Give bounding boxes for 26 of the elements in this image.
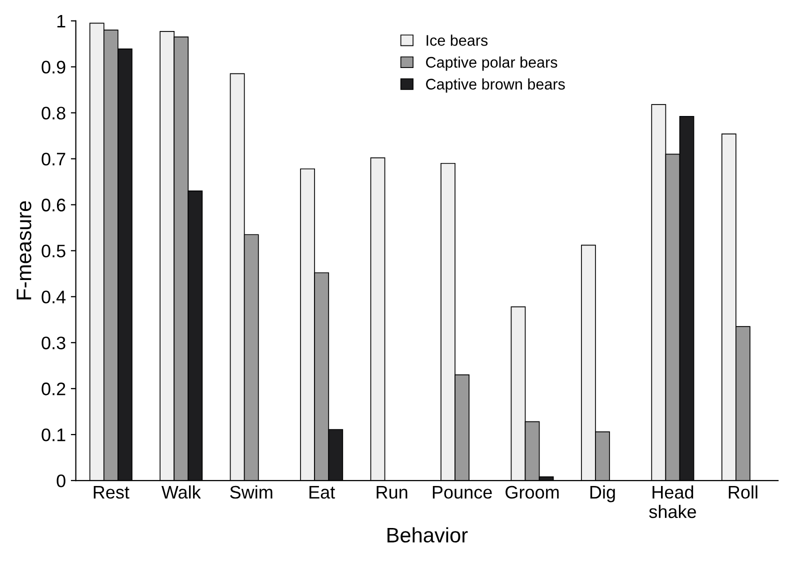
y-tick-label: 0.4 (42, 290, 66, 304)
x-tick-label: Eat (310, 486, 336, 499)
x-tick-label: Dig (590, 485, 615, 502)
y-tick-label: 0.2 (42, 382, 66, 396)
legend-label: Captive polar bears (426, 56, 558, 71)
y-tick-label: 1 (57, 14, 66, 28)
x-tick-label: Swim (230, 485, 272, 499)
x-axis-title: Behavior (388, 527, 468, 543)
y-tick-label: 0.7 (42, 152, 66, 166)
legend-label: Captive brown bears (426, 78, 565, 93)
y-tick-label: 0.3 (42, 336, 66, 350)
x-tick-label: Head shake (649, 485, 696, 518)
y-tick-label: 0.1 (42, 428, 66, 442)
x-tick-label: Run (376, 486, 408, 499)
x-tick-label: Rest (94, 486, 130, 499)
y-tick-label: 0.9 (42, 60, 66, 74)
legend-label: Ice bears (426, 34, 488, 46)
x-tick-label: Walk (162, 485, 201, 499)
x-tick-label: Pounce (432, 486, 492, 499)
y-tick-label: 0.5 (42, 244, 66, 258)
y-axis-title: F-measure (16, 201, 32, 300)
y-tick-label: 0.6 (42, 198, 66, 212)
x-tick-label: Groom (506, 486, 559, 499)
x-tick-label: Roll (728, 485, 758, 499)
y-tick-label: 0.8 (42, 106, 66, 120)
y-tick-label: 0 (56, 474, 66, 488)
